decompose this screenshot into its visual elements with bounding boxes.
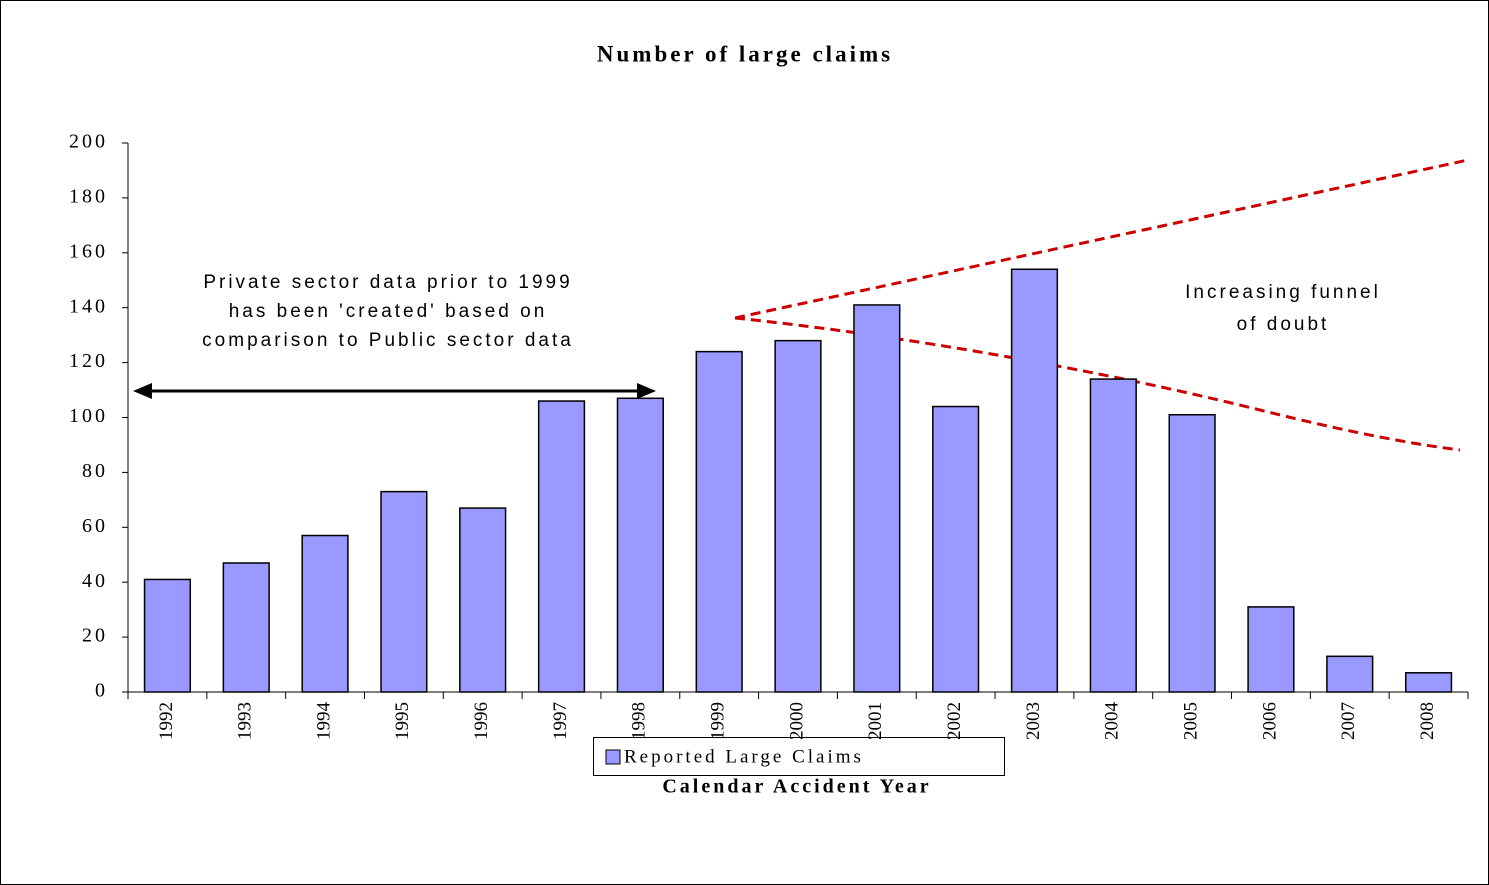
legend-label: Reported Large Claims <box>624 746 864 767</box>
bar <box>1010 268 1059 693</box>
chart-title: Number of large claims <box>597 41 893 66</box>
y-tick-label: 40 <box>82 570 108 592</box>
x-tick-label: 2001 <box>865 702 886 740</box>
bar <box>1168 414 1216 693</box>
bar <box>774 339 822 693</box>
bar <box>616 397 664 693</box>
x-tick-label: 1993 <box>235 702 256 740</box>
x-tick-label: 1999 <box>708 702 729 740</box>
bar <box>932 405 980 693</box>
y-tick-label: 140 <box>69 295 108 317</box>
bar <box>143 578 192 693</box>
x-tick-label: 1996 <box>471 702 492 740</box>
x-tick-label: 2004 <box>1102 702 1123 741</box>
y-tick-label: 0 <box>95 680 108 702</box>
y-tick-label: 160 <box>69 240 108 262</box>
x-axis-label: Calendar Accident Year <box>662 776 931 798</box>
y-tick-label: 120 <box>69 350 108 372</box>
annotation: has been 'created' based on <box>229 301 548 322</box>
x-tick-label: 1997 <box>550 702 571 740</box>
bar <box>1326 655 1374 693</box>
bar <box>853 304 901 693</box>
y-tick-label: 100 <box>69 405 108 427</box>
y-tick-label: 180 <box>69 185 108 207</box>
legend <box>593 737 1005 776</box>
x-tick-label: 2006 <box>1259 702 1280 740</box>
bar <box>1247 606 1295 693</box>
bar <box>1089 378 1137 693</box>
annotation: of doubt <box>1237 314 1330 335</box>
bar <box>695 350 743 693</box>
x-tick-label: 2003 <box>1023 702 1044 740</box>
arrow-head <box>637 383 656 399</box>
y-tick-label: 20 <box>82 625 108 647</box>
bar <box>301 534 349 693</box>
y-tick-label: 60 <box>82 515 108 537</box>
bar <box>1404 672 1453 693</box>
bar <box>459 507 507 693</box>
x-tick-label: 2005 <box>1180 702 1201 740</box>
annotation: Increasing funnel <box>1185 282 1381 303</box>
y-tick-label: 80 <box>82 460 108 482</box>
x-tick-label: 1998 <box>629 702 650 740</box>
bar <box>222 562 270 693</box>
x-tick-label: 2007 <box>1338 702 1359 740</box>
annotation: Private sector data prior to 1999 <box>203 272 572 293</box>
bar <box>380 490 428 693</box>
legend-swatch <box>605 749 621 765</box>
x-tick-label: 2002 <box>944 702 965 740</box>
bar <box>537 400 586 693</box>
x-tick-label: 2000 <box>786 702 807 740</box>
arrow-head <box>133 383 152 399</box>
x-tick-label: 1994 <box>313 702 334 741</box>
x-tick-label: 2008 <box>1417 702 1438 740</box>
x-tick-label: 1995 <box>392 702 413 740</box>
range-arrow <box>133 383 656 399</box>
y-tick-label: 200 <box>69 131 108 153</box>
funnel-upper <box>734 158 1469 320</box>
x-tick-label: 1992 <box>156 702 177 740</box>
annotation: comparison to Public sector data <box>202 330 574 351</box>
